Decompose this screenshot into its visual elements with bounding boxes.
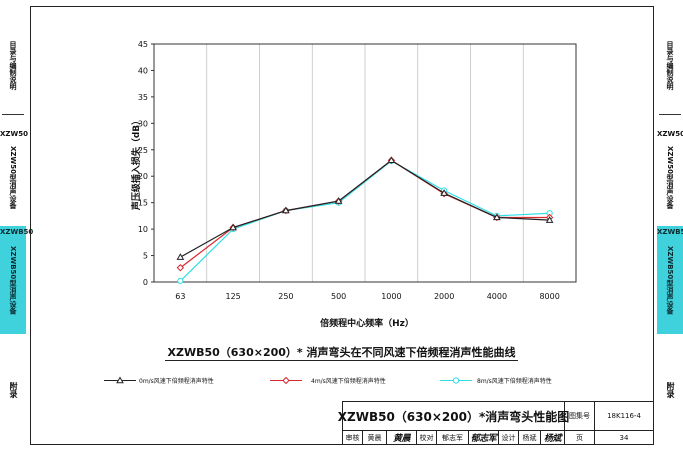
data-point-4ms xyxy=(176,264,185,272)
review-label: 审核 xyxy=(343,430,363,445)
x-tick-label: 125 xyxy=(225,292,240,301)
page-number: 34 xyxy=(619,433,629,442)
review-signature: 黄晨 xyxy=(387,430,417,445)
check-signature: 郁志军 xyxy=(469,430,499,445)
right-divider xyxy=(659,114,681,115)
chart-axes xyxy=(153,43,577,283)
right-tab-xzwb-head: XZWB50 xyxy=(657,228,683,236)
data-point-0ms xyxy=(229,223,237,231)
title-block: XZWB50（630×200）*消声弯头性能图 图集号 18K116-4 审核 … xyxy=(338,401,654,445)
design-name: 杨斌 xyxy=(519,430,541,445)
legend-label-0ms: 0m/s风速下倍频程消声特性 xyxy=(139,378,214,385)
y-tick-label: 10 xyxy=(138,225,148,234)
x-tick-label: 250 xyxy=(278,292,293,301)
x-tick-label: 500 xyxy=(331,292,346,301)
title-block-row-title: XZWB50（630×200）*消声弯头性能图 图集号 18K116-4 xyxy=(338,402,653,431)
right-tab-xzwb-label: XZWB50型消声设备 xyxy=(666,245,674,315)
left-tab-appendix[interactable]: 附录 xyxy=(9,382,18,398)
left-tab-xzwb-label: XZWB50型消声设备 xyxy=(9,245,17,315)
right-tab-xzw-head: XZW50 xyxy=(657,130,683,138)
y-tick-label: 25 xyxy=(138,146,148,155)
left-divider xyxy=(2,114,24,115)
x-tick-label: 8000 xyxy=(539,292,559,301)
data-point-0ms xyxy=(387,156,396,164)
data-point-0ms xyxy=(440,189,448,196)
series-0ms xyxy=(176,156,554,260)
left-tab-contents[interactable]: 目录与编制说明 xyxy=(9,40,17,90)
design-signature: 杨斌 xyxy=(541,430,565,445)
atlas-label: 图集号 xyxy=(565,402,595,430)
left-sidebar: 目录与编制说明 XZW50 XZW50型消声设备 XZWB50型消声设备 XZW… xyxy=(0,0,34,450)
x-tick-label: 63 xyxy=(175,292,185,301)
y-tick-label: 45 xyxy=(138,40,148,49)
left-tab-xzw[interactable]: XZW50型消声设备 xyxy=(9,145,17,209)
legend-label-8ms: 8m/s风速下倍频程消声特性 xyxy=(477,378,552,385)
left-tab-xzwb-active[interactable]: XZWB50型消声设备 xyxy=(0,226,26,334)
data-point-0ms xyxy=(282,206,290,214)
y-tick-label: 20 xyxy=(138,172,148,181)
data-point-8ms xyxy=(177,277,184,285)
x-tick-label: 4000 xyxy=(487,292,507,301)
drawing-title: XZWB50（630×200）*消声弯头性能图 xyxy=(338,402,569,430)
right-tab-appendix[interactable]: 附录 xyxy=(666,382,675,398)
chart-series xyxy=(176,156,554,285)
y-tick-label: 35 xyxy=(138,93,148,102)
legend-marker-4ms xyxy=(282,376,290,385)
design-label: 设计 xyxy=(499,430,519,445)
chart-caption-text: XZWB50（630×200）* 消声弯头在不同风速下倍频程消声性能曲线 xyxy=(165,346,518,361)
series-line-8ms xyxy=(179,160,550,282)
left-tab-xzwb-head: XZWB50 xyxy=(0,228,34,236)
legend-marker-0ms xyxy=(116,376,124,384)
right-tab-xzwb-active[interactable]: XZWB50型消声设备 xyxy=(657,226,683,334)
data-point-0ms xyxy=(334,197,343,204)
legend-label-4ms: 4m/s风速下倍频程消声特性 xyxy=(311,378,386,385)
check-name: 郁志军 xyxy=(437,430,469,445)
right-tab-xzw[interactable]: XZW50型消声设备 xyxy=(666,145,674,209)
y-axis-label: 声压级插入损失（dB） xyxy=(130,116,142,211)
data-point-0ms xyxy=(545,216,554,223)
atlas-number: 18K116-4 xyxy=(607,412,641,420)
y-tick-label: 15 xyxy=(138,199,148,208)
x-tick-label: 1000 xyxy=(381,292,401,301)
review-name: 黄晨 xyxy=(363,430,387,445)
left-tab-xzw-head: XZW50 xyxy=(0,130,28,138)
chart-legend xyxy=(104,376,472,385)
plot-area xyxy=(153,43,577,283)
right-tab-contents[interactable]: 目录与编制说明 xyxy=(666,40,674,90)
y-tick-label: 5 xyxy=(143,252,148,261)
series-line-0ms xyxy=(180,159,550,258)
x-tick-label: 2000 xyxy=(434,292,454,301)
chart-grid xyxy=(206,44,524,282)
y-tick-label: 40 xyxy=(138,66,148,75)
x-axis-label: 倍频程中心频率（Hz） xyxy=(320,317,414,329)
data-point-0ms xyxy=(176,253,185,260)
y-tick-label: 0 xyxy=(143,278,148,287)
y-tick-label: 30 xyxy=(138,119,148,128)
check-label: 校对 xyxy=(417,430,437,445)
chart-caption: XZWB50（630×200）* 消声弯头在不同风速下倍频程消声性能曲线 xyxy=(0,344,683,361)
right-sidebar: 目录与编制说明 XZW50 XZW50型消声设备 XZWB50型消声设备 XZW… xyxy=(657,0,683,450)
chart-ticks: 0 5 10 15 20 25 30 35 40 45 63 125 250 500 1000 2000 400… xyxy=(138,40,560,301)
legend-marker-8ms xyxy=(452,377,460,384)
page-label: 页 xyxy=(565,430,595,445)
title-block-row-signatures: 审核 黄晨 黄晨 校对 郁志军 郁志军 设计 杨斌 杨斌 页 34 xyxy=(343,430,653,445)
data-point-0ms xyxy=(493,213,501,221)
